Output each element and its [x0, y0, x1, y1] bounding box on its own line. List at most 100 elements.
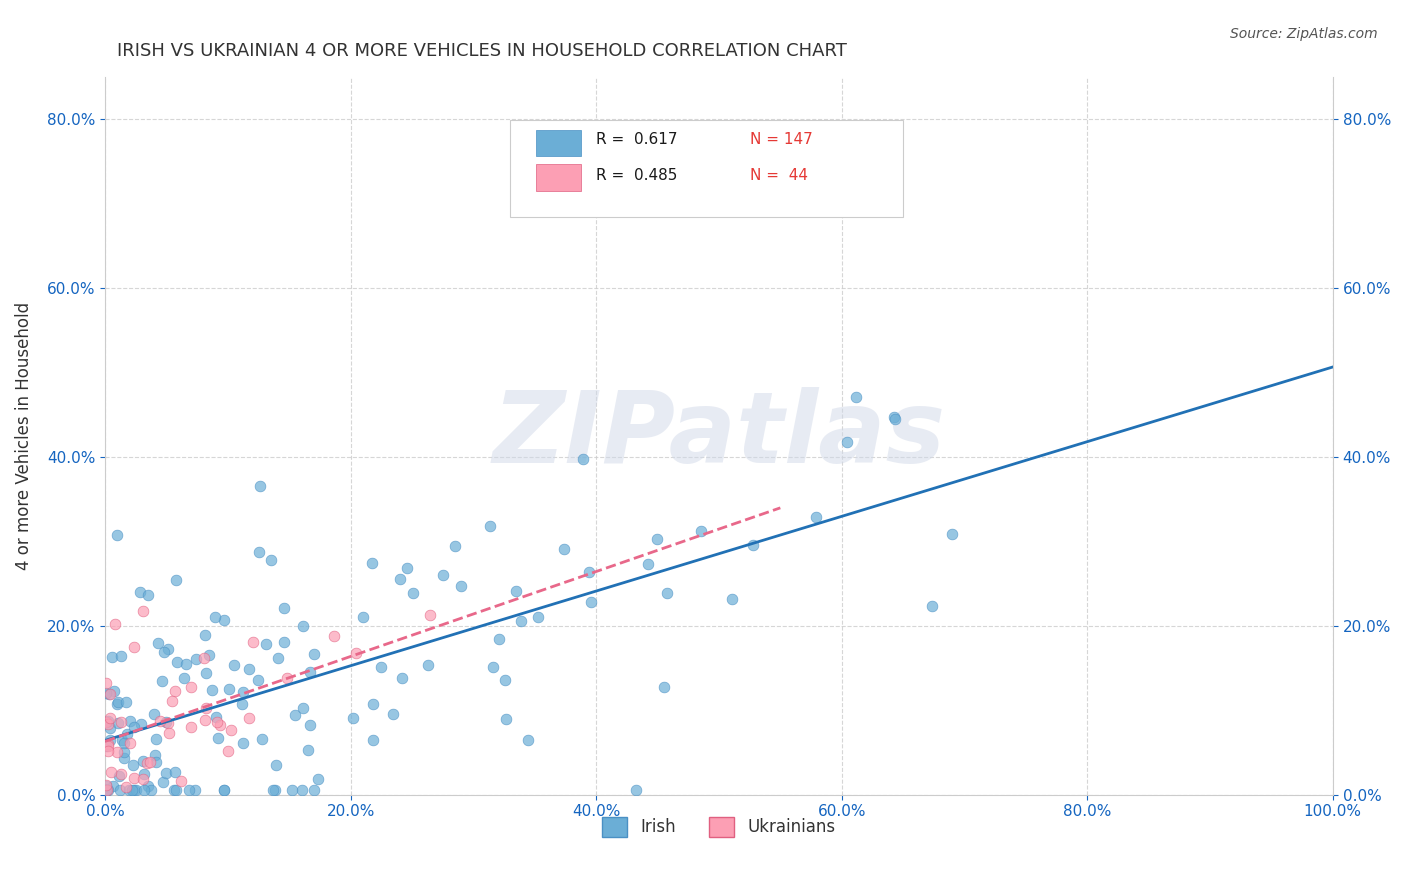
Point — [249, 545, 271, 559]
Point — [138, 755, 160, 769]
Point — [98, 721, 121, 735]
Point — [97, 739, 120, 754]
Point — [212, 783, 235, 797]
Point — [108, 783, 131, 797]
FancyBboxPatch shape — [536, 129, 582, 156]
Point — [195, 700, 218, 714]
Point — [389, 572, 412, 586]
Point — [690, 524, 713, 539]
Point — [299, 718, 322, 732]
Point — [97, 737, 120, 751]
Point — [344, 646, 367, 660]
Point — [118, 714, 141, 728]
Text: N =  44: N = 44 — [749, 169, 807, 183]
Point — [488, 632, 510, 646]
Point — [637, 558, 659, 572]
Point — [141, 783, 163, 797]
Point — [382, 706, 405, 721]
Point — [581, 595, 603, 609]
Point — [267, 651, 290, 665]
Point — [165, 683, 187, 698]
Y-axis label: 4 or more Vehicles in Household: 4 or more Vehicles in Household — [15, 301, 32, 570]
Point — [526, 610, 548, 624]
Point — [170, 773, 193, 788]
Point — [145, 732, 167, 747]
Point — [204, 610, 226, 624]
Point — [232, 736, 254, 750]
Point — [252, 731, 274, 746]
Point — [249, 479, 271, 493]
Point — [419, 608, 441, 623]
Point — [478, 518, 501, 533]
Point — [212, 613, 235, 627]
Point — [242, 635, 264, 649]
Point — [153, 644, 176, 658]
Point — [115, 727, 138, 741]
Point — [103, 684, 125, 698]
Point — [494, 673, 516, 688]
Point — [284, 707, 307, 722]
Point — [129, 585, 152, 599]
Point — [180, 720, 202, 734]
Point — [96, 739, 118, 753]
Point — [262, 783, 284, 797]
Point — [165, 764, 187, 779]
Point — [742, 538, 765, 552]
Point — [273, 635, 295, 649]
Point — [145, 748, 167, 763]
Point — [152, 775, 174, 789]
Point — [205, 710, 228, 724]
Point — [184, 783, 207, 797]
Point — [509, 614, 531, 628]
Point — [302, 647, 325, 661]
Point — [132, 772, 155, 786]
Point — [276, 671, 298, 685]
Point — [361, 733, 384, 747]
Point — [166, 655, 188, 669]
Point — [352, 609, 374, 624]
Point — [121, 757, 143, 772]
Point — [201, 683, 224, 698]
Point — [107, 695, 129, 709]
Point — [96, 686, 118, 700]
Point — [655, 586, 678, 600]
Point — [97, 714, 120, 728]
Point — [132, 604, 155, 618]
Point — [652, 680, 675, 694]
Point — [553, 541, 575, 556]
Point — [112, 745, 135, 759]
Point — [122, 640, 145, 655]
Point — [111, 733, 134, 747]
Point — [450, 579, 472, 593]
Point — [370, 660, 392, 674]
Point — [259, 553, 281, 567]
Point — [98, 733, 121, 747]
Point — [291, 783, 314, 797]
Point — [96, 778, 118, 792]
Point — [517, 732, 540, 747]
Point — [495, 713, 517, 727]
Point — [921, 599, 943, 613]
Point — [298, 665, 321, 679]
Point — [218, 682, 240, 697]
Point — [207, 731, 229, 745]
Point — [110, 648, 132, 663]
Point — [96, 783, 118, 797]
Point — [505, 584, 527, 599]
Point — [432, 567, 454, 582]
Point — [297, 743, 319, 757]
Point — [845, 390, 868, 404]
Point — [941, 526, 963, 541]
Point — [110, 714, 132, 729]
Point — [165, 783, 187, 797]
Point — [194, 713, 217, 727]
Point — [105, 528, 128, 542]
Point — [122, 720, 145, 734]
Point — [184, 652, 207, 666]
Point — [361, 697, 384, 711]
Point — [883, 411, 905, 425]
Point — [143, 706, 166, 721]
Point — [112, 736, 135, 750]
FancyBboxPatch shape — [510, 120, 903, 217]
Point — [444, 539, 467, 553]
